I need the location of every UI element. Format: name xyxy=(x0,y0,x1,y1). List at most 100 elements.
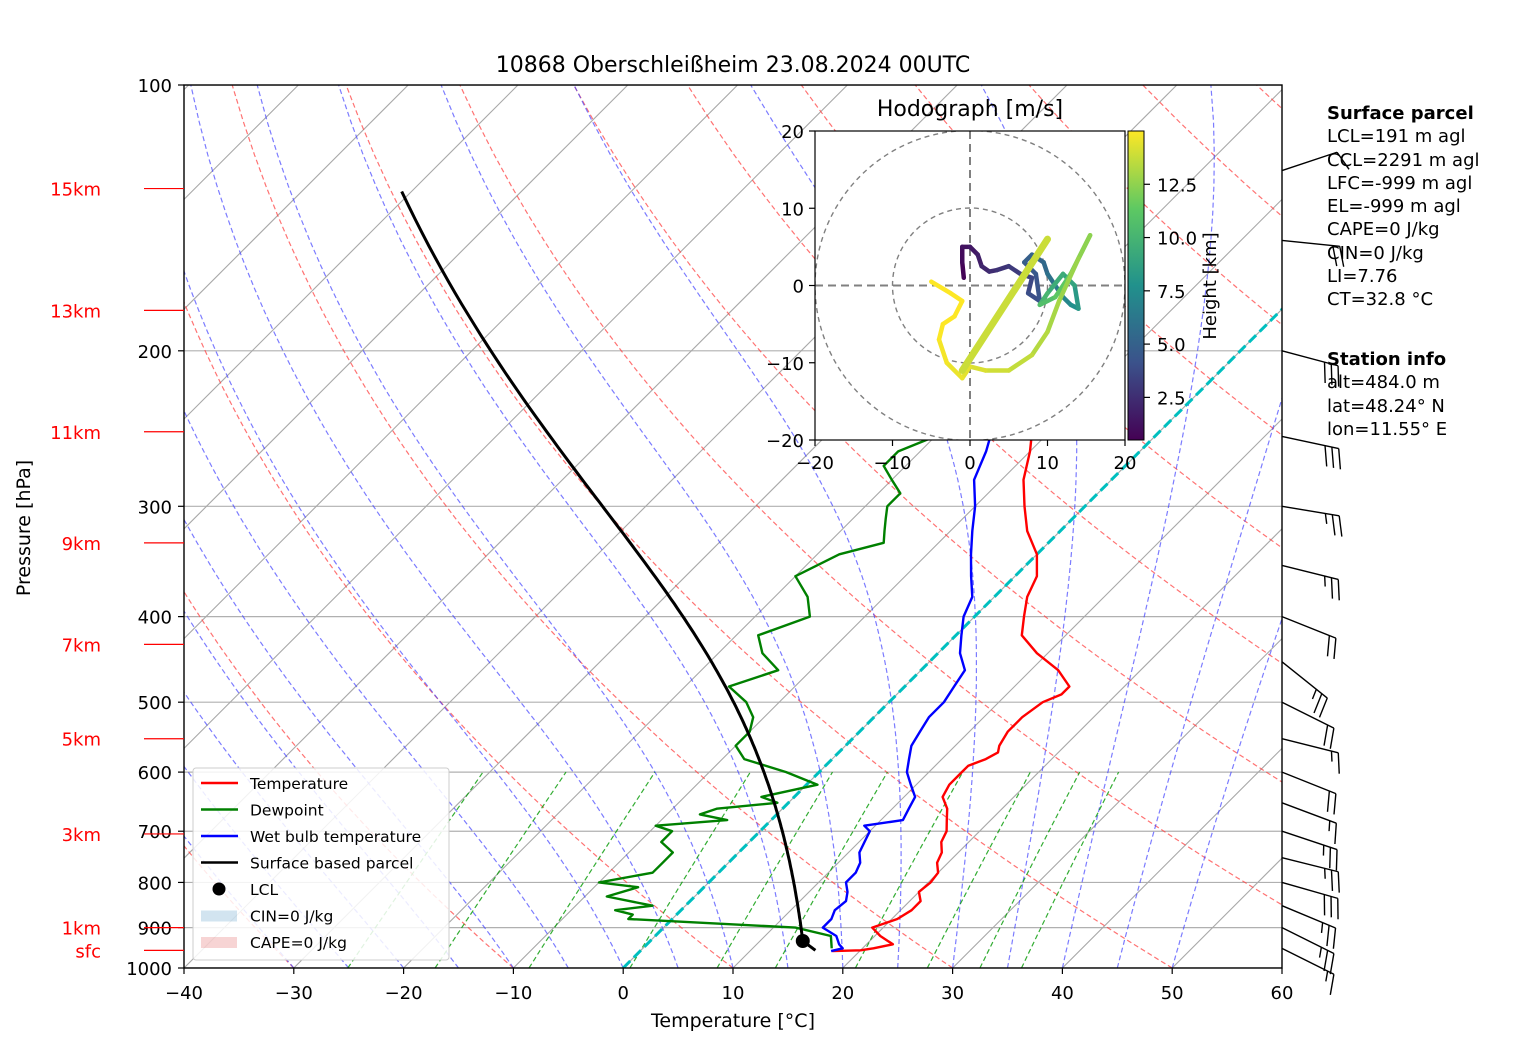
y-tick-label: 900 xyxy=(138,919,172,940)
surface-parcel-line: CIN=0 J/kg xyxy=(1327,242,1424,264)
wind-barb xyxy=(1281,350,1340,387)
hodograph-segment xyxy=(936,321,946,342)
surface-parcel-line: LCL=191 m agl xyxy=(1327,126,1466,148)
hodograph-y-tick-label: 20 xyxy=(781,122,804,143)
moist-adiabat xyxy=(184,518,514,968)
hodograph-x-tick-label: 0 xyxy=(964,453,975,474)
hodograph-segment xyxy=(960,364,973,381)
wind-barb xyxy=(1281,926,1335,975)
hodograph-clip xyxy=(815,131,1125,440)
colorbar-tick-label: 12.5 xyxy=(1157,175,1197,196)
isotherm-line xyxy=(1062,747,1282,968)
mixing-ratio-line xyxy=(716,771,834,968)
x-tick-label: −30 xyxy=(275,983,313,1004)
wind-barb xyxy=(1281,435,1342,470)
moist-adiabat xyxy=(1061,85,1215,968)
x-tick-label: 50 xyxy=(1161,983,1184,1004)
isotherm-line xyxy=(842,528,1282,968)
x-tick-label: 30 xyxy=(941,983,964,1004)
svg-text:Wet bulb temperature: Wet bulb temperature xyxy=(250,828,421,846)
isotherm-line xyxy=(732,418,1282,968)
x-tick-label: 40 xyxy=(1051,983,1074,1004)
hodograph-plot: −20−20 −10 −10 0 0 10 10 20 20 xyxy=(766,122,1136,474)
hodograph-y-tick-label: −20 xyxy=(766,431,804,452)
y-tick-label: 800 xyxy=(138,873,172,894)
hodograph-x-tick-label: −20 xyxy=(796,453,834,474)
svg-text:CAPE=0 J/kg: CAPE=0 J/kg xyxy=(250,934,347,952)
hodograph-segment xyxy=(1056,256,1081,304)
svg-text:Surface based parcel: Surface based parcel xyxy=(250,855,413,873)
legend-entry: Surface based parcel xyxy=(201,855,413,873)
station-info-heading: Station info xyxy=(1327,349,1447,370)
isotherm-line xyxy=(184,85,519,420)
y-tick-label: 200 xyxy=(138,342,172,363)
dry-adiabat xyxy=(345,85,1173,968)
moist-adiabat xyxy=(440,85,844,968)
surface-parcel-line xyxy=(400,190,817,952)
svg-text:LCL: LCL xyxy=(250,881,278,899)
hodograph-y-tick-label: 0 xyxy=(793,277,804,298)
y-tick-label: 500 xyxy=(138,693,172,714)
hodograph-segment xyxy=(1025,275,1035,296)
dry-adiabat xyxy=(231,85,953,968)
hodograph-segment xyxy=(1006,352,1035,373)
wind-barb xyxy=(1281,830,1338,871)
hodograph-frame xyxy=(814,130,1126,441)
hodograph-segment xyxy=(1006,263,1023,277)
mixing-ratio-line xyxy=(774,771,888,968)
height-label: 15km xyxy=(50,180,101,201)
wind-barbs xyxy=(1281,151,1350,995)
isotherm-line xyxy=(952,637,1282,968)
colorbar: Height [km] 2.5 5.0 7.5 10.0 12.5 xyxy=(1127,130,1221,441)
hodograph-segment xyxy=(1076,233,1093,261)
height-label: 9km xyxy=(62,534,101,555)
legend-entry: LCL xyxy=(212,881,278,899)
height-label: 11km xyxy=(50,423,101,444)
svg-text:Temperature: Temperature xyxy=(249,775,348,793)
y-axis-label: Pressure [hPa] xyxy=(13,460,35,596)
hodograph-inset: Hodograph [m/s] −20−20 −10 −10 0 0 10 10 20 20 H… xyxy=(766,97,1221,474)
isotherm-line xyxy=(184,85,629,530)
station-info-line: alt=484.0 m xyxy=(1327,372,1440,394)
y-tick-label: 700 xyxy=(138,822,172,843)
isotherm-line xyxy=(513,198,1282,968)
colorbar-label: Height [km] xyxy=(1200,232,1221,339)
hodograph-segment xyxy=(967,364,988,373)
moist-adiabat xyxy=(184,269,624,968)
dry-adiabat xyxy=(184,300,734,968)
isotherm-line xyxy=(184,85,409,310)
station-info-line: lat=48.24° N xyxy=(1327,395,1445,417)
hodograph-x-tick-label: 20 xyxy=(1114,453,1137,474)
x-axis-label: Temperature [°C] xyxy=(650,1010,815,1032)
station-info-panel: Station info alt=484.0 m lat=48.24° N lo… xyxy=(1327,348,1447,441)
colorbar-tick-label: 2.5 xyxy=(1157,388,1186,409)
mixing-ratio-line xyxy=(926,771,1031,968)
info-panel: Surface parcel LCL=191 m agl CCL=2291 m … xyxy=(1327,102,1480,312)
y-tick-label: 600 xyxy=(138,763,172,784)
height-label: 7km xyxy=(62,635,101,656)
hodograph-y-tick-label: −10 xyxy=(766,354,804,375)
wind-barb xyxy=(1281,947,1335,995)
y-tick-label: 1000 xyxy=(126,959,172,980)
moist-adiabat xyxy=(1171,616,1282,968)
legend-entry: Temperature xyxy=(201,775,348,793)
x-tick-label: 10 xyxy=(722,983,745,1004)
surface-parcel-line: CT=32.8 °C xyxy=(1327,289,1434,311)
isotherm-line xyxy=(184,85,848,750)
y-tick-label: 400 xyxy=(138,608,172,629)
hodograph-shear-vector xyxy=(958,235,1051,374)
wind-barb xyxy=(1281,856,1340,893)
moist-adiabat xyxy=(256,85,734,968)
x-tick-label: 60 xyxy=(1271,983,1294,1004)
isotherm-line xyxy=(184,85,738,640)
x-tick-label: −20 xyxy=(385,983,423,1004)
height-label: 5km xyxy=(62,730,101,751)
height-label: sfc xyxy=(75,941,101,962)
surface-parcel-line: LFC=-999 m agl xyxy=(1327,172,1473,194)
wind-barb xyxy=(1281,564,1340,601)
moist-adiabat xyxy=(184,409,569,968)
wind-barb xyxy=(1281,738,1340,774)
surface-parcel-line: LI=7.76 xyxy=(1327,266,1398,288)
mixing-ratio-line xyxy=(854,771,964,968)
